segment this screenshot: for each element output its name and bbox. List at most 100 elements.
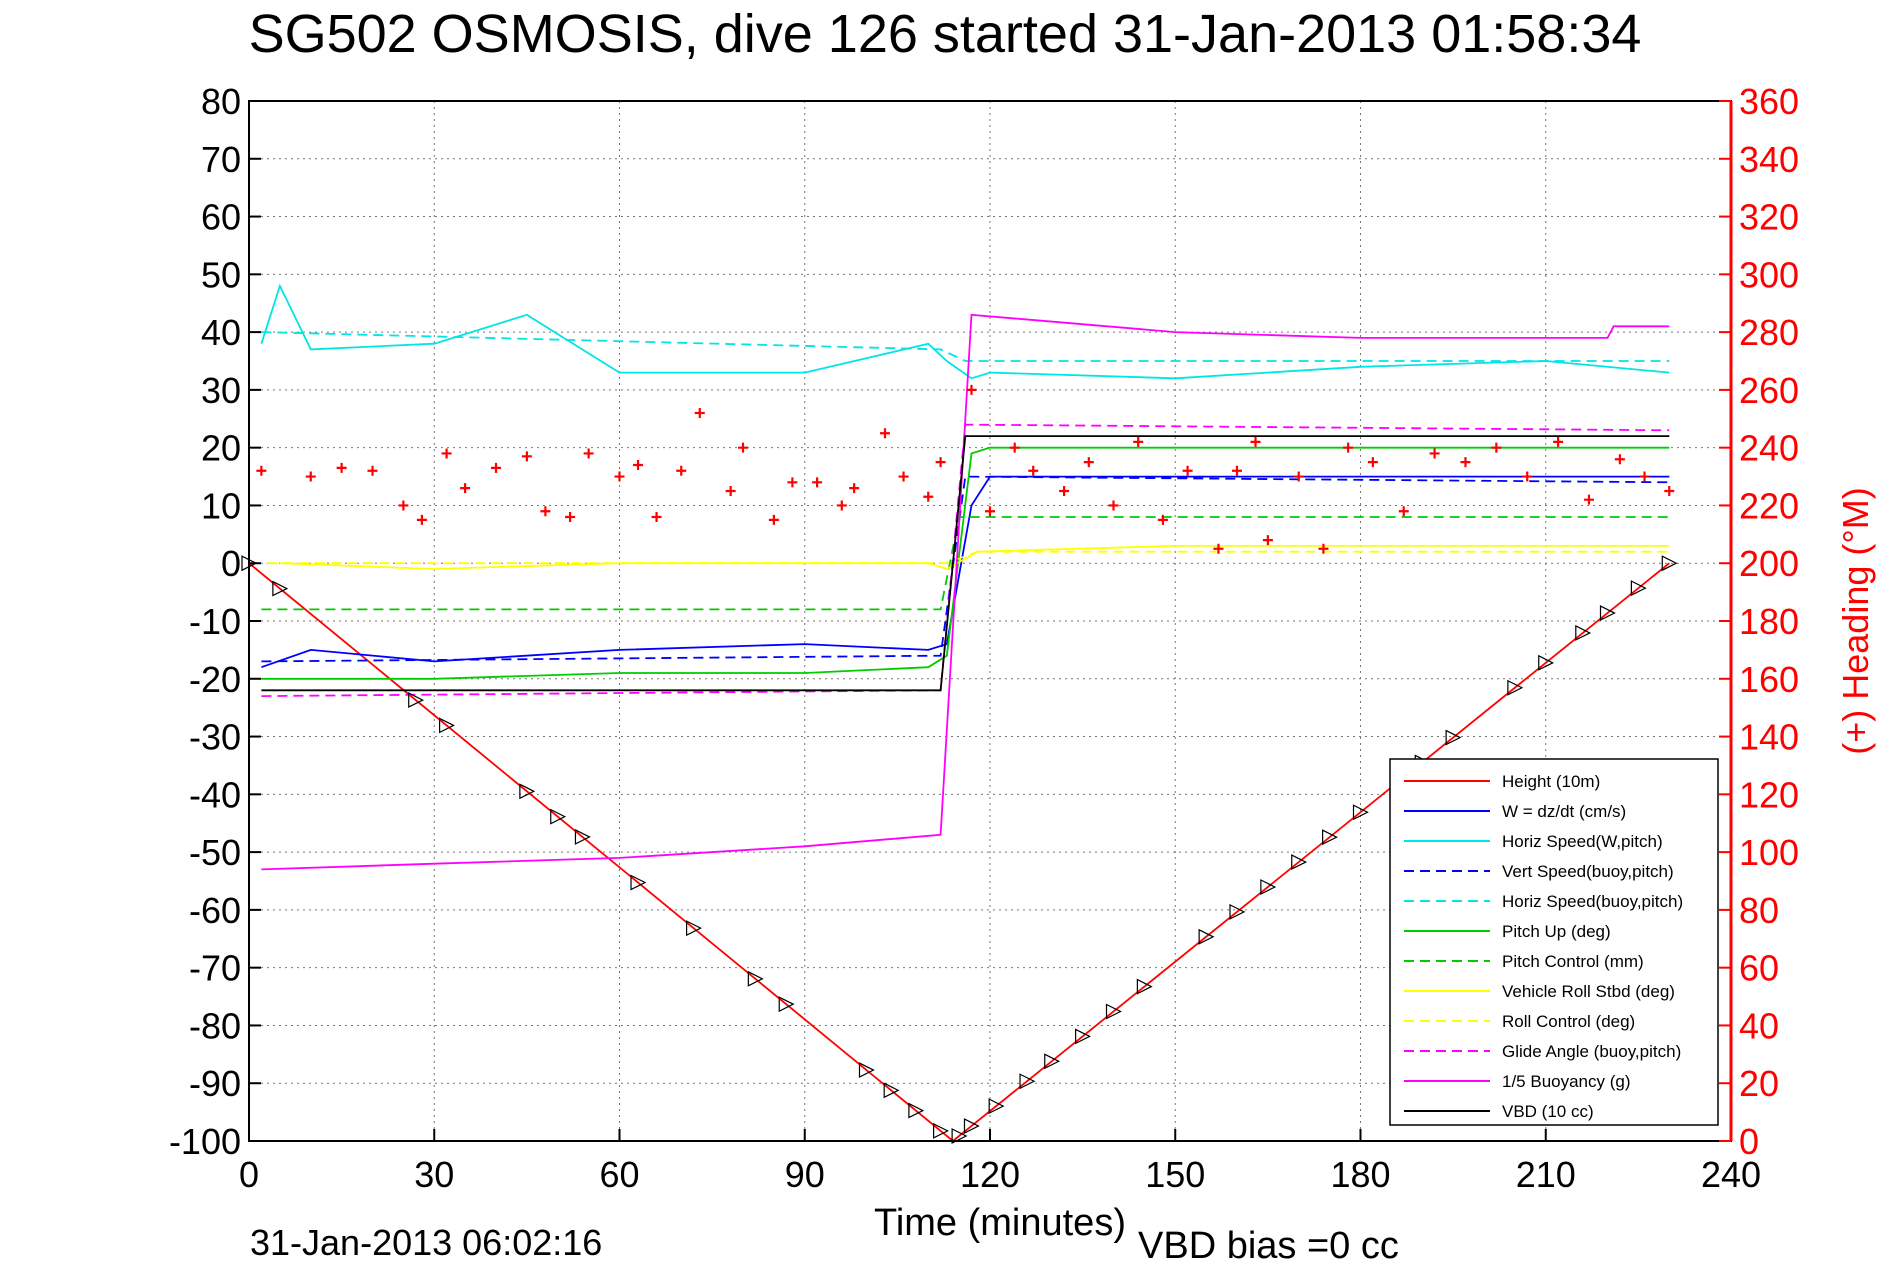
heading-point bbox=[1343, 442, 1354, 453]
heading-point bbox=[1318, 543, 1329, 554]
vbd-marker bbox=[747, 970, 764, 987]
heading-point bbox=[787, 477, 798, 488]
y-tick-label: 0 bbox=[221, 543, 241, 584]
axis-ticks: 0 30 60 90 120 150 180 210 24080706050403020100-… bbox=[169, 81, 1799, 1195]
y-tick-label: -10 bbox=[189, 601, 241, 642]
heading-point bbox=[898, 471, 909, 482]
heading-point bbox=[1059, 486, 1070, 496]
vbd-marker bbox=[686, 920, 702, 937]
y-tick-label: -70 bbox=[189, 948, 241, 989]
vbd-marker bbox=[630, 874, 647, 891]
x-tick-label: 210 bbox=[1516, 1154, 1576, 1195]
vbd-marker bbox=[1075, 1028, 1091, 1045]
right-tick-label: 220 bbox=[1739, 485, 1799, 526]
heading-point bbox=[1262, 535, 1273, 546]
heading-point bbox=[725, 486, 736, 496]
heading-point bbox=[768, 514, 779, 525]
heading-point bbox=[614, 471, 625, 482]
y-tick-label: -50 bbox=[189, 832, 241, 873]
right-tick-label: 340 bbox=[1739, 139, 1799, 180]
vbd-marker bbox=[988, 1098, 1005, 1115]
heading-point bbox=[1009, 442, 1020, 453]
vbd-marker bbox=[963, 1118, 980, 1135]
vbd-marker bbox=[1105, 1003, 1122, 1020]
legend-label: Horiz Speed(buoy,pitch) bbox=[1502, 892, 1683, 911]
vbd-marker bbox=[439, 717, 455, 734]
vbd-marker bbox=[1575, 624, 1592, 641]
heading-point bbox=[256, 465, 267, 476]
right-tick-label: 100 bbox=[1739, 832, 1799, 873]
y-tick-label: 40 bbox=[201, 312, 241, 353]
heading-point bbox=[336, 462, 347, 473]
y-tick-label: -80 bbox=[189, 1005, 241, 1046]
heading-point bbox=[1293, 471, 1304, 482]
series-line-2 bbox=[260, 283, 1670, 380]
heading-point bbox=[1213, 543, 1224, 554]
y-tick-label: -60 bbox=[189, 890, 241, 931]
right-tick-label: 0 bbox=[1739, 1121, 1759, 1162]
vbd-marker bbox=[858, 1062, 875, 1079]
legend-label: VBD (10 cc) bbox=[1502, 1102, 1594, 1121]
x-tick-label: 240 bbox=[1701, 1154, 1761, 1195]
right-tick-label: 360 bbox=[1739, 81, 1799, 122]
legend-label: W = dz/dt (cm/s) bbox=[1502, 802, 1626, 821]
vbd-marker bbox=[883, 1082, 900, 1099]
series-line-6 bbox=[261, 516, 1670, 611]
y-tick-label: -30 bbox=[189, 717, 241, 758]
x-tick-label: 120 bbox=[960, 1154, 1020, 1195]
vbd-marker bbox=[550, 808, 567, 825]
heading-point bbox=[694, 408, 705, 418]
y-tick-label: -20 bbox=[189, 659, 241, 700]
series-line-1 bbox=[261, 475, 1670, 669]
series-line-10 bbox=[261, 313, 1670, 871]
vbd-marker bbox=[933, 1122, 949, 1139]
heading-point bbox=[521, 451, 532, 462]
heading-point bbox=[583, 448, 594, 459]
vbd-marker bbox=[1322, 829, 1338, 846]
right-tick-label: 60 bbox=[1739, 948, 1779, 989]
legend-label: Vehicle Roll Stbd (deg) bbox=[1502, 982, 1675, 1001]
legend-label: Pitch Control (mm) bbox=[1502, 952, 1644, 971]
legend-label: Pitch Up (deg) bbox=[1502, 922, 1611, 941]
heading-point bbox=[1460, 457, 1471, 468]
heading-point bbox=[416, 514, 427, 525]
heading-point bbox=[1028, 465, 1039, 476]
right-tick-label: 140 bbox=[1739, 717, 1799, 758]
vbd-marker bbox=[908, 1102, 925, 1119]
chart-title: SG502 OSMOSIS, dive 126 started 31-Jan-2… bbox=[249, 4, 1642, 64]
heading-point bbox=[1398, 506, 1409, 517]
right-tick-label: 80 bbox=[1739, 890, 1779, 931]
vbd-marker bbox=[574, 828, 591, 845]
vbd-marker bbox=[1352, 804, 1369, 821]
vbd-marker bbox=[951, 1128, 968, 1144]
x-tick-label: 0 bbox=[239, 1154, 259, 1195]
y-tick-label: -40 bbox=[189, 774, 241, 815]
vbd-marker bbox=[1044, 1053, 1061, 1070]
right-axis-label: (+) Heading (°M) bbox=[1835, 487, 1876, 754]
heading-point bbox=[1182, 465, 1193, 476]
heading-point bbox=[849, 483, 860, 494]
heading-point bbox=[491, 462, 501, 473]
heading-point bbox=[880, 428, 891, 439]
heading-point bbox=[738, 442, 748, 453]
right-tick-label: 300 bbox=[1739, 254, 1799, 295]
series-line-7 bbox=[279, 545, 1670, 570]
heading-point bbox=[966, 384, 977, 395]
right-tick-label: 120 bbox=[1739, 774, 1799, 815]
vbd-marker bbox=[778, 996, 795, 1013]
heading-point bbox=[441, 448, 452, 459]
legend-label: 1/5 Buoyancy (g) bbox=[1502, 1072, 1631, 1091]
y-tick-label: 70 bbox=[201, 139, 241, 180]
heading-point bbox=[1614, 454, 1625, 465]
right-tick-label: 20 bbox=[1739, 1063, 1779, 1104]
footer-timestamp: 31-Jan-2013 06:02:16 bbox=[250, 1222, 602, 1262]
x-tick-label: 180 bbox=[1330, 1154, 1390, 1195]
heading-point bbox=[676, 465, 687, 476]
heading-point bbox=[812, 477, 823, 488]
heading-point bbox=[1491, 442, 1502, 453]
legend-label: Vert Speed(buoy,pitch) bbox=[1502, 862, 1674, 881]
heading-point bbox=[1583, 494, 1594, 505]
heading-point bbox=[1429, 448, 1440, 459]
heading-point bbox=[565, 512, 576, 522]
footer-vbd-bias: VBD bias =0 cc bbox=[1138, 1225, 1399, 1262]
